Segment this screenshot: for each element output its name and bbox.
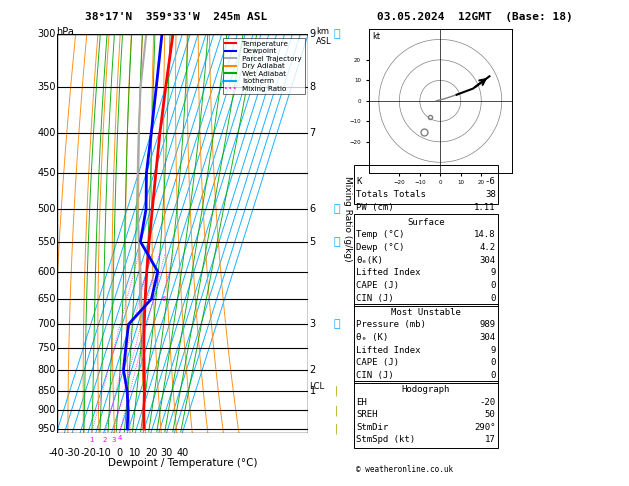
Text: 0: 0 [116, 449, 123, 458]
Text: CAPE (J): CAPE (J) [356, 281, 399, 290]
Text: 2: 2 [309, 365, 316, 375]
Text: ⮧: ⮧ [333, 29, 340, 39]
Text: 20: 20 [145, 449, 157, 458]
Text: 17: 17 [485, 435, 496, 445]
Text: 0: 0 [490, 281, 496, 290]
Text: -40: -40 [48, 449, 65, 458]
Text: θₑ (K): θₑ (K) [356, 333, 388, 342]
Text: 800: 800 [38, 365, 56, 375]
Text: StmSpd (kt): StmSpd (kt) [356, 435, 415, 445]
Text: 850: 850 [38, 386, 56, 396]
Text: 9: 9 [490, 346, 496, 355]
Text: EH: EH [356, 398, 367, 407]
Text: |: | [335, 385, 338, 396]
Text: CIN (J): CIN (J) [356, 294, 394, 303]
Text: 450: 450 [38, 168, 56, 178]
Text: 900: 900 [38, 405, 56, 416]
Text: Hodograph: Hodograph [402, 385, 450, 394]
Text: 38: 38 [485, 190, 496, 199]
Text: hPa: hPa [57, 27, 74, 37]
Text: ⮧: ⮧ [333, 319, 340, 330]
Text: 290°: 290° [474, 423, 496, 432]
Text: -20: -20 [479, 398, 496, 407]
Text: 750: 750 [37, 343, 56, 353]
Text: -30: -30 [64, 449, 81, 458]
Text: 500: 500 [38, 204, 56, 214]
Text: 4.2: 4.2 [479, 243, 496, 252]
Legend: Temperature, Dewpoint, Parcel Trajectory, Dry Adiabat, Wet Adiabat, Isotherm, Mi: Temperature, Dewpoint, Parcel Trajectory… [223, 37, 304, 94]
Text: ⮧: ⮧ [333, 204, 340, 214]
Text: 8: 8 [309, 82, 316, 92]
Text: 2: 2 [103, 436, 108, 443]
Text: 14.8: 14.8 [474, 230, 496, 240]
Text: 550: 550 [37, 237, 56, 247]
Text: 7: 7 [309, 128, 316, 138]
Text: CAPE (J): CAPE (J) [356, 358, 399, 367]
Text: 350: 350 [38, 82, 56, 92]
Text: Lifted Index: Lifted Index [356, 346, 421, 355]
Text: 950: 950 [38, 424, 56, 434]
Text: 3: 3 [309, 319, 316, 330]
Text: 650: 650 [38, 294, 56, 304]
X-axis label: Dewpoint / Temperature (°C): Dewpoint / Temperature (°C) [108, 457, 257, 468]
Text: © weatheronline.co.uk: © weatheronline.co.uk [356, 465, 453, 474]
Text: 1: 1 [89, 436, 94, 443]
Text: 50: 50 [485, 410, 496, 419]
Text: kt: kt [373, 33, 381, 41]
Text: CIN (J): CIN (J) [356, 371, 394, 380]
Text: 4: 4 [118, 435, 122, 441]
Text: 5: 5 [309, 237, 316, 247]
Text: 700: 700 [38, 319, 56, 330]
Text: 40: 40 [176, 449, 189, 458]
Text: km
ASL: km ASL [316, 27, 331, 46]
Text: θₑ(K): θₑ(K) [356, 256, 383, 265]
Text: |: | [335, 405, 338, 416]
Text: 600: 600 [38, 266, 56, 277]
Text: 304: 304 [479, 333, 496, 342]
Text: Pressure (mb): Pressure (mb) [356, 320, 426, 330]
Text: 989: 989 [479, 320, 496, 330]
Text: Mixing Ratio (g/kg): Mixing Ratio (g/kg) [343, 176, 352, 261]
Text: 10: 10 [129, 449, 142, 458]
Text: 3: 3 [111, 436, 116, 443]
Text: Dewp (°C): Dewp (°C) [356, 243, 404, 252]
Text: 304: 304 [479, 256, 496, 265]
Text: -10: -10 [96, 449, 112, 458]
Text: 0: 0 [490, 358, 496, 367]
Text: 0: 0 [490, 294, 496, 303]
Text: 300: 300 [38, 29, 56, 39]
Text: -20: -20 [80, 449, 96, 458]
Text: 9: 9 [490, 268, 496, 278]
Text: 03.05.2024  12GMT  (Base: 18): 03.05.2024 12GMT (Base: 18) [377, 12, 573, 22]
Text: Surface: Surface [407, 218, 445, 227]
Text: 6: 6 [309, 204, 316, 214]
Text: Temp (°C): Temp (°C) [356, 230, 404, 240]
Text: 1: 1 [309, 386, 316, 396]
Text: 400: 400 [38, 128, 56, 138]
Text: Totals Totals: Totals Totals [356, 190, 426, 199]
Text: LCL: LCL [309, 382, 325, 391]
Text: |: | [335, 424, 338, 434]
Text: ⮧: ⮧ [333, 237, 340, 247]
Text: 6: 6 [162, 296, 166, 302]
Text: 1.11: 1.11 [474, 203, 496, 212]
Text: Most Unstable: Most Unstable [391, 308, 461, 317]
Text: K: K [356, 177, 362, 187]
Text: 0: 0 [490, 371, 496, 380]
Text: SREH: SREH [356, 410, 377, 419]
Text: 38°17'N  359°33'W  245m ASL: 38°17'N 359°33'W 245m ASL [85, 12, 267, 22]
Text: -6: -6 [485, 177, 496, 187]
Text: 9: 9 [309, 29, 316, 39]
Text: StmDir: StmDir [356, 423, 388, 432]
Text: PW (cm): PW (cm) [356, 203, 394, 212]
Text: Lifted Index: Lifted Index [356, 268, 421, 278]
Text: 30: 30 [160, 449, 173, 458]
